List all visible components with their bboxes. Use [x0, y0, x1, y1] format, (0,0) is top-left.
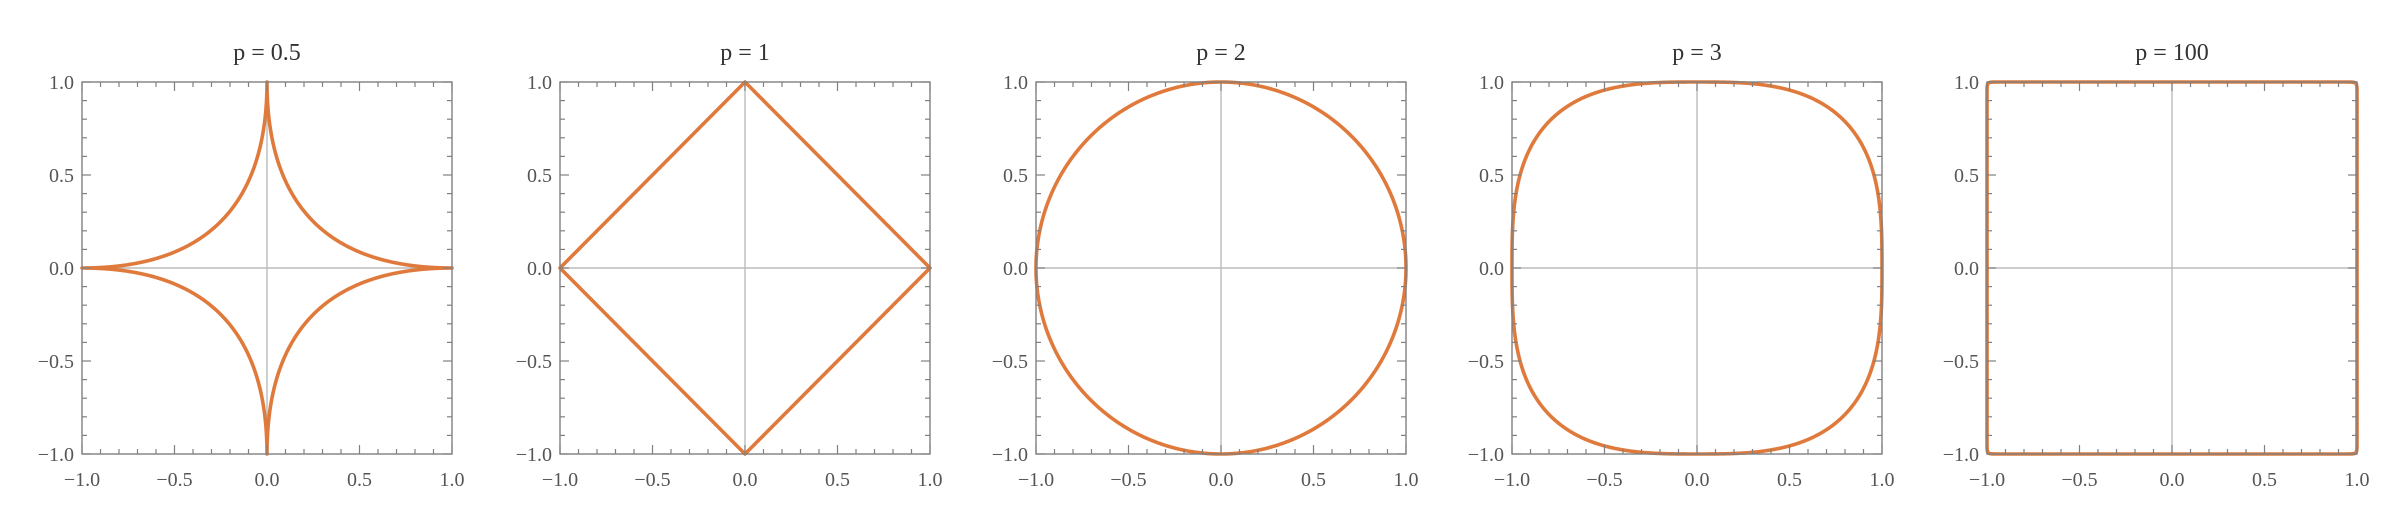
x-tick-label: 0.5 — [1777, 469, 1802, 491]
panel-title: p = 100 — [2135, 40, 2209, 66]
panel-title: p = 3 — [1672, 40, 1722, 66]
y-tick-label: 0.0 — [527, 258, 552, 280]
panel-3: −1.0 −0.5 0.0 0.5 1.0 1.0 0.5 0.0 −0.5 −1.0 p = 2 — [992, 40, 1419, 491]
y-tick-label: 0.5 — [1954, 165, 1979, 187]
x-tick-label: 0.5 — [1301, 469, 1326, 491]
x-tick-label: 1.0 — [1394, 469, 1419, 491]
x-tick-label: −0.5 — [1586, 469, 1622, 491]
y-tick-label: −0.5 — [38, 351, 74, 373]
panel-title: p = 2 — [1196, 40, 1246, 66]
x-tick-label: 1.0 — [440, 469, 465, 491]
panel-title: p = 1 — [720, 40, 770, 66]
y-tick-label: −0.5 — [1468, 351, 1504, 373]
y-tick-label: −1.0 — [1468, 444, 1504, 466]
y-tick-label: −1.0 — [992, 444, 1028, 466]
y-tick-label: 0.5 — [49, 165, 74, 187]
x-tick-label: 1.0 — [1870, 469, 1895, 491]
x-tick-label: 0.5 — [825, 469, 850, 491]
y-tick-label: 1.0 — [1954, 72, 1979, 94]
x-tick-label: 0.0 — [2160, 469, 2185, 491]
x-tick-label: −0.5 — [1110, 469, 1146, 491]
y-tick-label: 0.5 — [1479, 165, 1504, 187]
y-tick-label: 1.0 — [49, 72, 74, 94]
x-tick-label: 0.0 — [1209, 469, 1234, 491]
x-tick-label: 1.0 — [918, 469, 943, 491]
x-tick-label: −0.5 — [156, 469, 192, 491]
x-tick-label: 1.0 — [2345, 469, 2370, 491]
panel-title: p = 0.5 — [233, 40, 301, 66]
x-tick-label: −1.0 — [64, 469, 100, 491]
x-tick-label: 0.0 — [733, 469, 758, 491]
x-tick-label: −1.0 — [1969, 469, 2005, 491]
x-tick-label: 0.5 — [2252, 469, 2277, 491]
x-tick-label: −1.0 — [1494, 469, 1530, 491]
panel-4: −1.0 −0.5 0.0 0.5 1.0 1.0 0.5 0.0 −0.5 −1.0 p = 3 — [1468, 40, 1895, 491]
x-tick-label: −0.5 — [2061, 469, 2097, 491]
panel-1: −1.0 −0.5 0.0 0.5 1.0 1.0 0.5 0.0 −0.5 −1.0 p = 0.… — [38, 40, 465, 491]
y-tick-label: −0.5 — [992, 351, 1028, 373]
y-tick-label: −0.5 — [1943, 351, 1979, 373]
y-tick-label: 0.0 — [1479, 258, 1504, 280]
x-tick-label: 0.5 — [347, 469, 372, 491]
y-tick-label: 0.5 — [527, 165, 552, 187]
x-tick-label: −1.0 — [1018, 469, 1054, 491]
y-tick-label: 0.0 — [1954, 258, 1979, 280]
x-tick-label: 0.0 — [1685, 469, 1710, 491]
y-tick-label: −1.0 — [38, 444, 74, 466]
y-tick-label: −1.0 — [516, 444, 552, 466]
y-tick-label: 1.0 — [1003, 72, 1028, 94]
y-tick-label: −0.5 — [516, 351, 552, 373]
panel-5: −1.0 −0.5 0.0 0.5 1.0 1.0 0.5 0.0 −0.5 −1.0 p = 10… — [1943, 40, 2370, 491]
y-tick-label: 0.5 — [1003, 165, 1028, 187]
y-tick-label: −1.0 — [1943, 444, 1979, 466]
y-tick-label: 0.0 — [1003, 258, 1028, 280]
panel-2: −1.0 −0.5 0.0 0.5 1.0 1.0 0.5 0.0 −0.5 −1.0 p = 1 — [516, 40, 943, 491]
x-tick-label: −1.0 — [542, 469, 578, 491]
x-tick-label: −0.5 — [634, 469, 670, 491]
y-tick-label: 0.0 — [49, 258, 74, 280]
y-tick-label: 1.0 — [527, 72, 552, 94]
x-tick-label: 0.0 — [255, 469, 280, 491]
y-tick-label: 1.0 — [1479, 72, 1504, 94]
